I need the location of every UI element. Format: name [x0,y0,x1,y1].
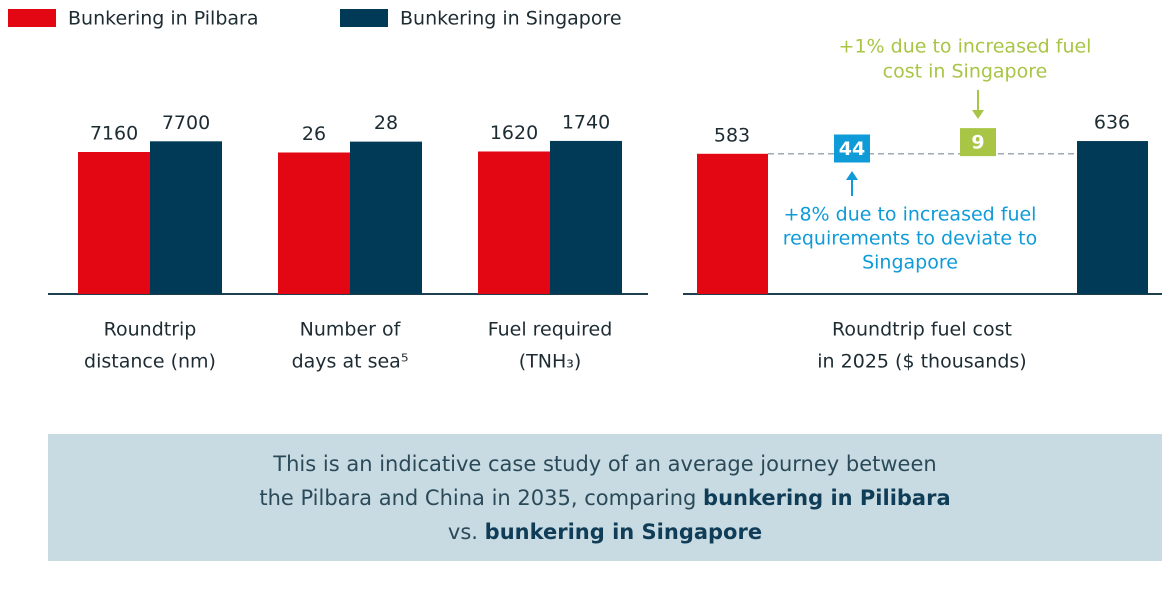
bar [278,152,350,294]
bar [478,151,550,294]
footer-bold: bunkering in Pilibara [703,486,951,510]
bar [1077,141,1148,294]
value-label: 1620 [490,122,538,144]
category-label: days at sea⁵ [292,351,409,373]
legend-label: Bunkering in Singapore [400,8,622,30]
bar [550,140,622,294]
increment-box [960,128,996,157]
increment-label: 9 [971,132,984,154]
value-label: 636 [1094,112,1130,134]
footer-text: vs. [447,520,485,544]
value-label: 1740 [562,111,610,133]
category-label: in 2025 ($ thousands) [817,351,1026,373]
arrow-head [972,110,984,119]
annotation: +8% due to increased fuel [784,204,1037,226]
annotation: requirements to deviate to [783,228,1037,250]
chart: Bunkering in Pilbara Bunkering in Singapo… [8,8,1162,373]
category-label: distance (nm) [84,351,216,373]
value-label: 583 [714,124,750,146]
value-label: 26 [302,123,326,145]
increment-label: 44 [839,138,865,160]
arrow-head [846,171,858,180]
bar [697,153,768,294]
footer-bold: bunkering in Singapore [484,520,763,544]
bar [78,152,150,294]
footer-line: vs. bunkering in Singapore [48,515,1162,549]
bar [150,141,222,294]
category-label: Roundtrip fuel cost [832,319,1012,341]
legend-swatch [8,9,56,27]
footer-line: the Pilbara and China in 2035, comparing… [48,481,1162,515]
annotation: Singapore [862,252,958,274]
footer: This is an indicative case study of an a… [48,434,1162,561]
category-label: Fuel required [488,319,613,341]
legend-swatch [340,9,388,27]
bar [350,141,422,294]
footer-line: This is an indicative case study of an a… [48,447,1162,481]
increment-box [834,134,870,163]
value-label: 28 [374,112,398,134]
category-label: (TNH₃) [519,351,582,373]
footer-text: the Pilbara and China in 2035, comparing [259,486,704,510]
annotation: +1% due to increased fuel [839,36,1092,58]
category-label: Number of [300,319,402,341]
value-label: 7160 [90,123,138,145]
footer-text: This is an indicative case study of an a… [273,452,937,476]
category-label: Roundtrip [104,319,197,341]
annotation: cost in Singapore [883,61,1048,83]
legend-label: Bunkering in Pilbara [68,8,258,30]
value-label: 7700 [162,112,210,134]
